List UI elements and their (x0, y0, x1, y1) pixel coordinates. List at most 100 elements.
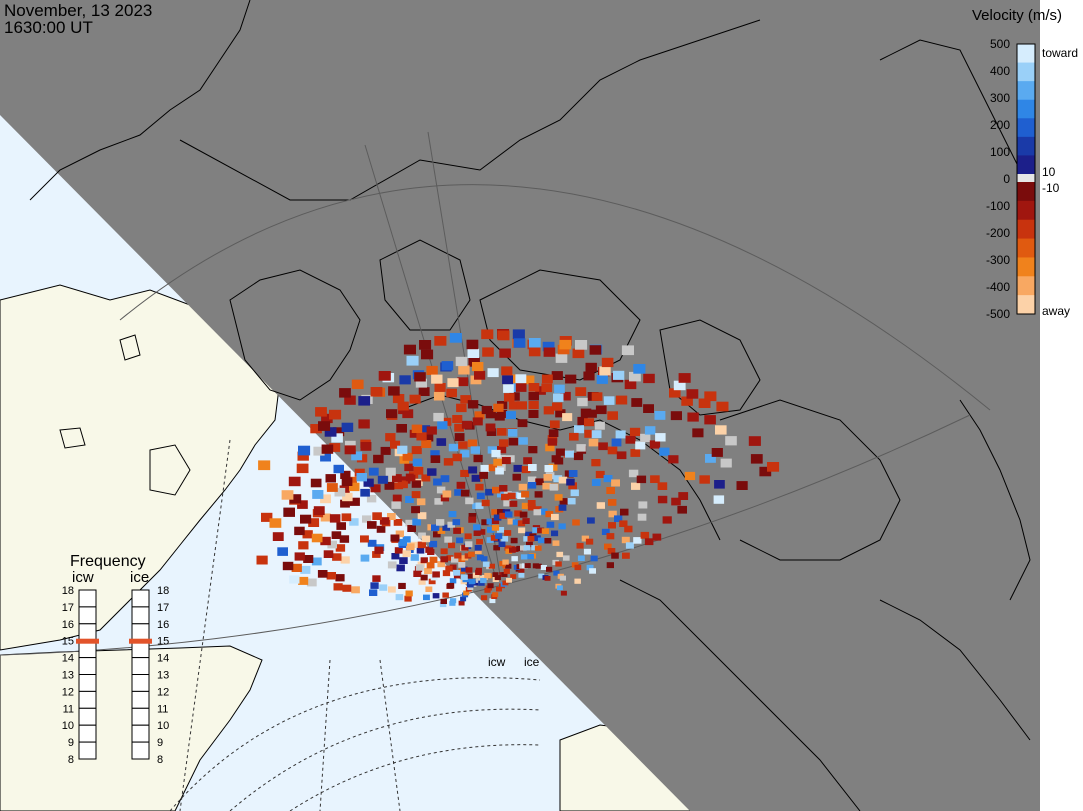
velocity-cell (511, 556, 518, 562)
velocity-cell (360, 535, 369, 543)
velocity-cell (678, 492, 689, 500)
velocity-cell (349, 518, 359, 526)
velocity-cell (748, 436, 761, 446)
velocity-cell (591, 459, 601, 467)
velocity-cell (526, 541, 533, 548)
frequency-box (131, 724, 150, 743)
velocity-cell (411, 424, 423, 433)
velocity-cell (395, 594, 404, 601)
velocity-cell (329, 514, 341, 523)
velocity-cell (580, 408, 592, 417)
velocity-cell (416, 432, 427, 441)
velocity-cell (454, 423, 464, 432)
velocity-cell (544, 538, 552, 544)
velocity-cell (342, 492, 353, 502)
velocity-cell (466, 573, 473, 579)
velocity-cell (451, 556, 459, 563)
velocity-cell (320, 513, 331, 522)
velocity-cell (425, 546, 434, 553)
velocity-cell (493, 514, 502, 521)
velocity-cell (767, 462, 780, 472)
velocity-cell (493, 403, 504, 412)
velocity-cell (607, 446, 618, 455)
velocity-cell (470, 446, 480, 454)
velocity-cell (595, 470, 605, 478)
velocity-cell (615, 430, 626, 439)
velocity-cell (436, 519, 445, 526)
velocity-cell (434, 383, 446, 392)
velocity-cell (545, 511, 554, 518)
velocity-cell (496, 586, 502, 592)
velocity-cell (333, 427, 345, 437)
velocity-cell (624, 379, 637, 390)
colorbar-segment (1017, 99, 1035, 119)
velocity-cell (446, 555, 454, 561)
velocity-cell (493, 545, 500, 551)
velocity-cell (446, 388, 457, 398)
velocity-cell (294, 552, 305, 561)
velocity-cell (399, 375, 411, 385)
velocity-cell (392, 474, 402, 482)
velocity-cell (464, 553, 472, 559)
velocity-cell (460, 489, 470, 497)
velocity-cell (406, 543, 415, 551)
velocity-cell (555, 353, 568, 363)
velocity-cell (256, 555, 268, 565)
velocity-cell (519, 511, 528, 518)
frequency-ice-label: ice (130, 569, 149, 586)
velocity-cell (396, 424, 407, 433)
velocity-cell (549, 420, 560, 429)
velocity-cell (468, 578, 476, 585)
velocity-cell (521, 466, 531, 474)
velocity-cell (486, 537, 494, 543)
colorbar-segment (1017, 62, 1035, 82)
velocity-cell (298, 541, 309, 550)
colorbar-tick-label: 400 (990, 64, 1010, 78)
velocity-cell (513, 464, 523, 472)
colorbar-tick-label: -100 (986, 199, 1010, 213)
colorbar-tick-label: -500 (986, 307, 1010, 321)
frequency-box (131, 707, 150, 726)
velocity-cell (320, 452, 331, 462)
minus-threshold-label: -10 (1042, 181, 1060, 195)
velocity-cell (358, 396, 371, 406)
velocity-cell (644, 538, 654, 546)
velocity-cell (503, 384, 514, 393)
velocity-cell (505, 548, 513, 554)
velocity-cell (320, 494, 331, 504)
frequency-scale-label: 9 (157, 737, 163, 749)
velocity-cell (308, 518, 320, 527)
velocity-cell (518, 527, 526, 534)
velocity-cell (368, 467, 379, 476)
frequency-title: Frequency (70, 553, 146, 570)
velocity-cell (670, 411, 682, 421)
velocity-cell (429, 540, 438, 548)
colorbar-segment (1017, 219, 1035, 240)
velocity-cell (432, 593, 440, 599)
colorbar-tick-label: 500 (990, 37, 1010, 51)
velocity-cell (300, 514, 312, 524)
velocity-cell (554, 494, 563, 501)
velocity-cell (601, 357, 614, 368)
velocity-cell (454, 489, 463, 496)
velocity-cell (447, 378, 459, 388)
velocity-cell (465, 567, 473, 573)
velocity-cell (577, 555, 585, 561)
velocity-cell (474, 545, 482, 551)
velocity-cell (565, 374, 577, 384)
velocity-cell (393, 519, 403, 526)
velocity-cell (480, 464, 490, 472)
velocity-cell (535, 478, 544, 486)
velocity-cell (356, 473, 367, 482)
velocity-cell (624, 525, 633, 533)
velocity-cell (449, 600, 456, 606)
velocity-cell (461, 566, 468, 572)
velocity-cell (310, 478, 322, 488)
velocity-cell (323, 550, 334, 558)
velocity-cell (467, 582, 474, 588)
velocity-cell (504, 511, 513, 518)
velocity-cell (518, 483, 527, 491)
velocity-cell (541, 374, 553, 384)
colorbar-tick-label: 0 (1003, 172, 1010, 186)
velocity-cell (297, 500, 308, 509)
